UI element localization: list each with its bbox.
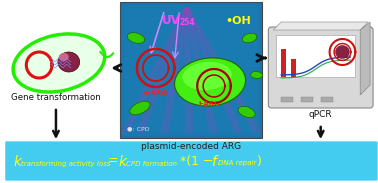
- Text: ●: CPD: ●: CPD: [127, 126, 150, 131]
- Text: DNA repair: DNA repair: [218, 160, 256, 167]
- Text: =: =: [107, 154, 118, 167]
- Ellipse shape: [58, 52, 80, 72]
- Ellipse shape: [13, 34, 105, 92]
- Bar: [124, 6, 259, 134]
- Ellipse shape: [242, 33, 257, 43]
- Ellipse shape: [251, 72, 262, 79]
- Ellipse shape: [130, 101, 150, 115]
- Bar: [120, 2, 262, 138]
- Text: $\mathit{k}$: $\mathit{k}$: [14, 154, 24, 169]
- Ellipse shape: [175, 58, 246, 106]
- Polygon shape: [136, 7, 189, 133]
- Text: Gene transformation: Gene transformation: [11, 93, 101, 102]
- Bar: [291, 59, 296, 77]
- Text: UV: UV: [162, 14, 180, 27]
- Bar: [126, 8, 257, 132]
- Text: CPD formation: CPD formation: [126, 160, 177, 167]
- Text: qPCR: qPCR: [309, 110, 333, 119]
- Text: $\mathit{f}$: $\mathit{f}$: [211, 154, 220, 169]
- Text: $\mathit{k}$: $\mathit{k}$: [118, 154, 129, 169]
- Bar: [281, 49, 286, 77]
- Ellipse shape: [183, 62, 232, 90]
- Polygon shape: [183, 7, 243, 133]
- Ellipse shape: [59, 53, 69, 61]
- Text: plasmid-encoded ARG: plasmid-encoded ARG: [141, 142, 241, 151]
- Text: •OH: •OH: [225, 16, 251, 26]
- Polygon shape: [360, 22, 370, 95]
- Ellipse shape: [127, 33, 145, 43]
- FancyBboxPatch shape: [268, 27, 373, 108]
- Text: ): ): [257, 154, 261, 167]
- Ellipse shape: [336, 46, 349, 59]
- Polygon shape: [183, 7, 218, 133]
- Polygon shape: [273, 22, 368, 30]
- Bar: [281, 97, 293, 102]
- Bar: [128, 10, 254, 130]
- Bar: [276, 35, 355, 77]
- Polygon shape: [183, 7, 262, 133]
- Bar: [321, 97, 333, 102]
- Text: i-ARG: i-ARG: [198, 101, 220, 107]
- Ellipse shape: [238, 106, 255, 118]
- FancyBboxPatch shape: [5, 141, 378, 180]
- Polygon shape: [161, 7, 189, 133]
- Text: *(1 −: *(1 −: [180, 154, 214, 167]
- Text: e-ARG: e-ARG: [144, 90, 168, 96]
- Bar: [122, 4, 260, 136]
- Bar: [301, 97, 313, 102]
- Polygon shape: [183, 7, 193, 133]
- Text: 254: 254: [180, 18, 195, 27]
- Bar: [120, 2, 262, 138]
- Polygon shape: [121, 7, 189, 133]
- Text: transforming activity loss: transforming activity loss: [22, 160, 111, 167]
